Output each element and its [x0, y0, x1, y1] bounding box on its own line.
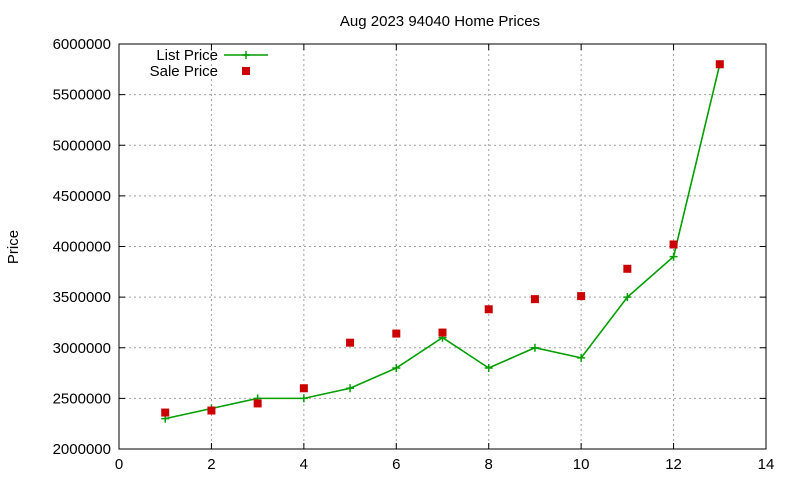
data-point [438, 328, 447, 337]
x-tick-label: 12 [665, 456, 682, 473]
x-tick-label: 2 [207, 456, 215, 473]
data-point [669, 252, 678, 261]
data-point [161, 408, 170, 417]
data-point [299, 384, 308, 393]
data-point [530, 295, 539, 304]
grid-lines [119, 44, 766, 449]
data-point [392, 329, 401, 338]
data-point [484, 364, 493, 372]
series-sale-price [161, 60, 724, 417]
data-point [577, 353, 586, 362]
series-layer [161, 60, 724, 423]
data-point [530, 343, 539, 352]
x-tick-label: 4 [300, 456, 308, 473]
data-point [623, 264, 632, 273]
chart-title: Aug 2023 94040 Home Prices [340, 13, 540, 30]
y-tick-label: 3500000 [53, 289, 111, 306]
x-tick-label: 0 [115, 456, 123, 473]
data-point [392, 364, 401, 372]
y-axis-label: Price [5, 230, 22, 264]
data-point [715, 60, 724, 69]
x-tick-labels: 0 2 4 6 8 10 12 14 [115, 456, 775, 473]
x-tick-label: 8 [485, 456, 493, 473]
legend-label: List Price [156, 47, 218, 64]
y-tick-label: 4500000 [53, 188, 111, 205]
axis-ticks [118, 43, 767, 450]
y-tick-label: 2000000 [53, 441, 111, 458]
legend-marker [242, 51, 250, 59]
data-point [346, 384, 355, 393]
data-point [346, 338, 355, 347]
y-tick-labels: 2000000 2500000 3000000 3500000 4000000 45000… [53, 36, 111, 458]
data-point [484, 305, 493, 314]
data-point [299, 394, 308, 403]
y-tick-label: 5500000 [53, 87, 111, 104]
legend-label: Sale Price [150, 63, 218, 80]
y-tick-label: 2500000 [53, 390, 111, 407]
y-tick-label: 5000000 [53, 137, 111, 154]
legend-marker [242, 67, 250, 75]
y-tick-label: 3000000 [53, 340, 111, 357]
data-point [577, 292, 586, 301]
data-point [207, 406, 216, 415]
x-tick-label: 6 [392, 456, 400, 473]
x-tick-label: 10 [573, 456, 590, 473]
series-line [165, 64, 721, 420]
data-point [623, 293, 632, 302]
plot-frame [118, 43, 767, 450]
data-point [669, 240, 678, 249]
data-point [253, 399, 262, 408]
x-tick-label: 14 [758, 456, 775, 473]
y-tick-label: 6000000 [53, 36, 111, 53]
series-list-price [161, 60, 724, 423]
y-tick-label: 4000000 [53, 239, 111, 256]
